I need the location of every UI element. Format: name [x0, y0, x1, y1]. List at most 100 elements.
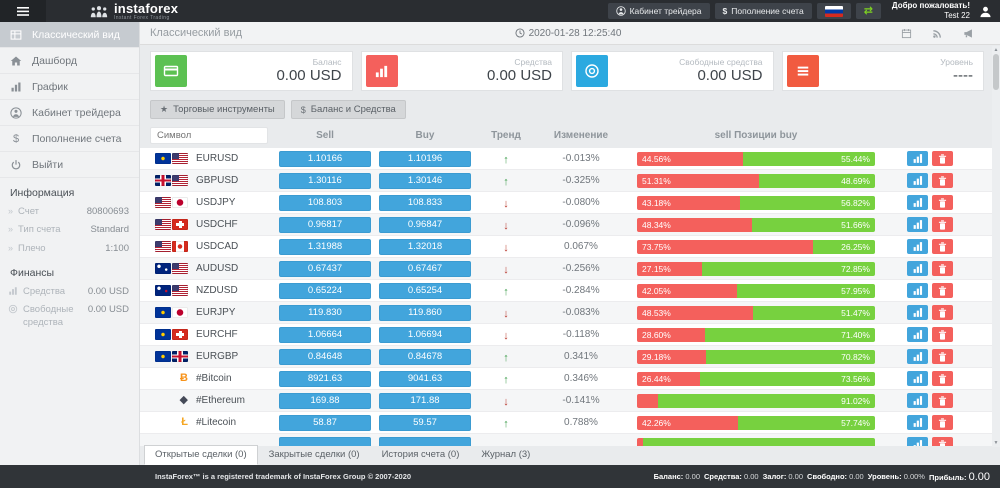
trash-icon — [938, 263, 947, 274]
remove-symbol-button[interactable] — [932, 393, 953, 408]
sidebar-item[interactable]: Классический вид — [0, 22, 139, 48]
buy-button[interactable]: 1.30146 — [379, 172, 471, 189]
scroll-up-icon[interactable]: ▲ — [993, 47, 999, 53]
sidebar-item[interactable]: Выйти — [0, 152, 139, 178]
buy-button[interactable]: 119.860 — [379, 304, 471, 321]
sell-button[interactable]: 1.06664 — [279, 326, 371, 343]
tab[interactable]: Открытые сделки (0) — [144, 445, 258, 465]
remove-symbol-button[interactable] — [932, 151, 953, 166]
open-chart-button[interactable] — [907, 239, 928, 254]
buy-button[interactable]: 0.96847 — [379, 216, 471, 233]
tab[interactable]: Журнал (3) — [481, 449, 531, 460]
remove-symbol-button[interactable] — [932, 217, 953, 232]
buy-button[interactable]: 108.833 — [379, 194, 471, 211]
buy-button[interactable]: 0.65254 — [379, 282, 471, 299]
user-avatar[interactable] — [979, 5, 992, 18]
brand-logo[interactable]: instaforex Instant Forex Trading — [90, 0, 178, 22]
buy-button[interactable]: 1.06694 — [379, 326, 471, 343]
sell-button[interactable]: 0.67437 — [279, 260, 371, 277]
open-chart-button[interactable] — [907, 305, 928, 320]
scroll-down-icon[interactable]: ▼ — [993, 440, 999, 446]
open-chart-button[interactable] — [907, 217, 928, 232]
sidebar-item[interactable]: Дашборд — [0, 48, 139, 74]
sell-button[interactable] — [279, 436, 371, 446]
buy-header: Buy — [415, 130, 435, 141]
chart-icon — [913, 418, 922, 427]
remove-symbol-button[interactable] — [932, 305, 953, 320]
sell-button[interactable]: 1.10166 — [279, 150, 371, 167]
tab[interactable]: Закрытые сделки (0) — [268, 449, 360, 460]
remove-symbol-button[interactable] — [932, 173, 953, 188]
buy-button[interactable] — [379, 436, 471, 446]
symbol-filter-input[interactable] — [150, 127, 268, 144]
toolbar: ★ Торговые инструменты $ Баланс и Средст… — [140, 97, 1000, 123]
info-value: Standard — [90, 224, 129, 236]
trend-up-icon: ↑ — [503, 373, 509, 386]
trader-cabinet-button[interactable]: Кабинет трейдера — [607, 3, 710, 19]
scrollbar-thumb[interactable] — [993, 54, 999, 90]
sell-button[interactable]: 1.31988 — [279, 238, 371, 255]
sell-button[interactable]: 0.84648 — [279, 348, 371, 365]
sidebar-item[interactable]: Кабинет трейдера — [0, 100, 139, 126]
buy-button[interactable]: 1.10196 — [379, 150, 471, 167]
remove-symbol-button[interactable] — [932, 371, 953, 386]
sell-button[interactable]: 0.65224 — [279, 282, 371, 299]
deposit-button[interactable]: $ Пополнение счета — [714, 3, 812, 19]
info-row: » Плечо 1:100 — [0, 240, 139, 258]
sell-button[interactable]: 0.96817 — [279, 216, 371, 233]
buy-button[interactable]: 0.67467 — [379, 260, 471, 277]
remove-symbol-button[interactable] — [932, 195, 953, 210]
card-value: 0.00 USD — [697, 67, 763, 85]
trend-up-icon: ↑ — [503, 153, 509, 166]
rss-icon[interactable] — [932, 28, 943, 39]
open-chart-button[interactable] — [907, 283, 928, 298]
sidebar-item[interactable]: $ Пополнение счета — [0, 126, 139, 152]
remove-symbol-button[interactable] — [932, 327, 953, 342]
open-chart-button[interactable] — [907, 415, 928, 430]
sell-button[interactable]: 169.88 — [279, 392, 371, 409]
open-chart-button[interactable] — [907, 195, 928, 210]
open-chart-button[interactable] — [907, 261, 928, 276]
summary-item: Баланс: 0.00 — [653, 472, 701, 481]
balance-funds-button[interactable]: $ Баланс и Средства — [290, 100, 406, 119]
remove-symbol-button[interactable] — [932, 283, 953, 298]
buy-button[interactable]: 59.57 — [379, 414, 471, 431]
remove-symbol-button[interactable] — [932, 349, 953, 364]
sell-button[interactable]: 108.803 — [279, 194, 371, 211]
language-flag-button[interactable] — [816, 3, 851, 19]
sell-button[interactable]: 8921.63 — [279, 370, 371, 387]
chart-icon — [913, 176, 922, 185]
trash-icon — [938, 241, 947, 252]
finance-value: 0.00 USD — [87, 304, 129, 316]
megaphone-icon[interactable] — [963, 28, 974, 39]
vertical-scrollbar[interactable]: ▲ ▼ — [992, 46, 1000, 447]
trading-instruments-button[interactable]: ★ Торговые инструменты — [150, 100, 285, 119]
datetime: 2020-01-28 12:25:40 — [310, 28, 826, 39]
buy-button[interactable]: 0.84678 — [379, 348, 471, 365]
remove-symbol-button[interactable] — [932, 261, 953, 276]
ch-flag-icon — [172, 219, 188, 230]
open-chart-button[interactable] — [907, 327, 928, 342]
remove-symbol-button[interactable] — [932, 437, 953, 446]
menu-toggle-button[interactable] — [0, 0, 46, 22]
calendar-icon[interactable] — [901, 28, 912, 39]
buy-button[interactable]: 1.32018 — [379, 238, 471, 255]
open-chart-button[interactable] — [907, 173, 928, 188]
sell-button[interactable]: 119.830 — [279, 304, 371, 321]
open-chart-button[interactable] — [907, 437, 928, 446]
tab[interactable]: История счета (0) — [381, 449, 460, 460]
remove-symbol-button[interactable] — [932, 239, 953, 254]
sell-button[interactable]: 1.30116 — [279, 172, 371, 189]
sidebar-item[interactable]: График — [0, 74, 139, 100]
buy-button[interactable]: 171.88 — [379, 392, 471, 409]
sell-button[interactable]: 58.87 — [279, 414, 371, 431]
quote-row: GBPUSD 1.30116 1.30146 ↑ -0.325% 51.31% … — [140, 170, 1000, 192]
remove-symbol-button[interactable] — [932, 415, 953, 430]
open-chart-button[interactable] — [907, 349, 928, 364]
open-chart-button[interactable] — [907, 151, 928, 166]
buy-button[interactable]: 9041.63 — [379, 370, 471, 387]
exchange-button[interactable]: ⇄ — [855, 3, 881, 19]
open-chart-button[interactable] — [907, 393, 928, 408]
open-chart-button[interactable] — [907, 371, 928, 386]
buy-positions-segment: 71.40% — [705, 327, 875, 342]
